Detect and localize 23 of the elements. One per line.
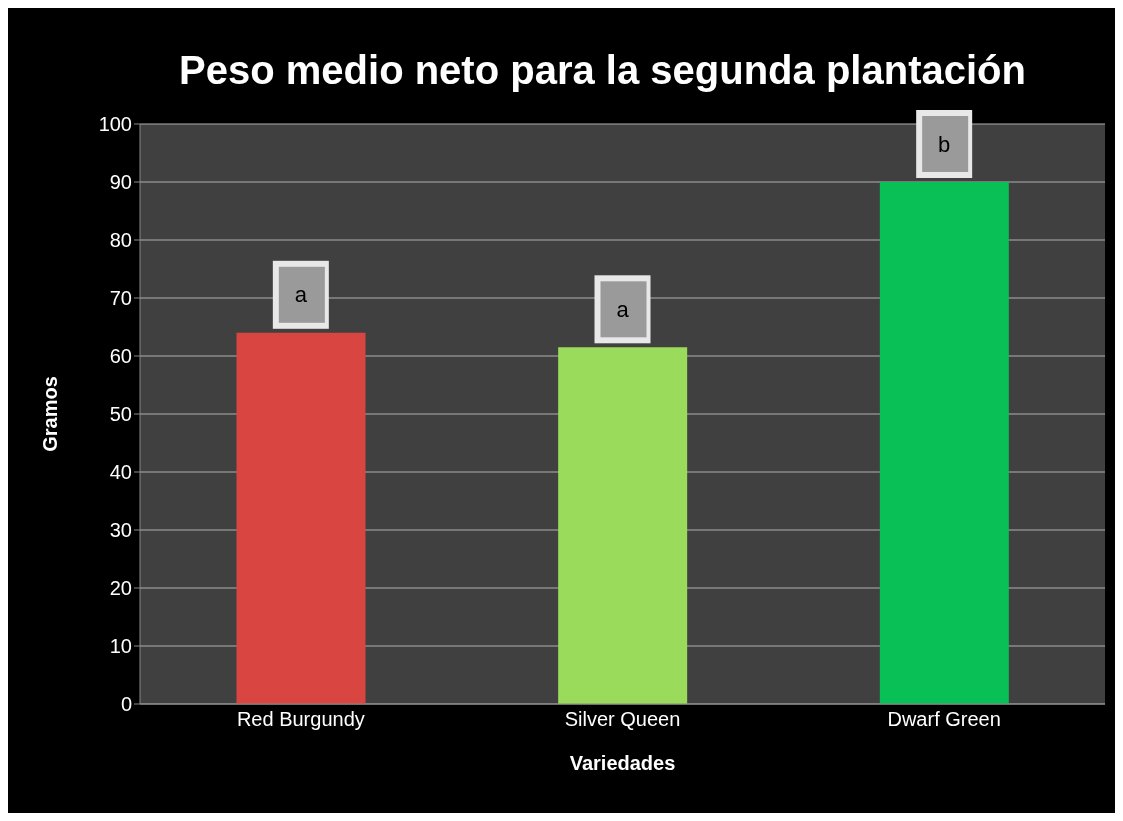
y-tick-label: 70 (109, 287, 132, 310)
y-tick-label: 0 (120, 693, 132, 716)
y-axis-title: Gramos (39, 376, 62, 452)
y-tick-label: 30 (109, 519, 132, 542)
annotation: a (294, 282, 308, 308)
x-tick-label: Dwarf Green (887, 708, 1001, 731)
annotation: b (938, 131, 951, 157)
y-tick-label: 90 (109, 171, 132, 194)
annotation: a (616, 296, 630, 322)
x-axis-title: Variedades (569, 752, 676, 774)
bar (558, 347, 688, 704)
y-tick-label: 60 (109, 345, 132, 368)
y-tick-label: 10 (109, 635, 132, 658)
y-tick-label: 100 (98, 113, 132, 136)
x-tick-label: Red Burgundy (236, 708, 365, 731)
x-tick-label: Silver Queen (564, 708, 681, 731)
chart-title: Peso medio neto para la segunda plantación (178, 48, 1027, 93)
y-tick-label: 80 (109, 229, 132, 252)
y-tick-label: 20 (109, 577, 132, 600)
bar (236, 332, 366, 704)
bar (879, 182, 1009, 704)
y-tick-label: 40 (109, 461, 132, 484)
y-tick-label: 50 (109, 403, 132, 426)
